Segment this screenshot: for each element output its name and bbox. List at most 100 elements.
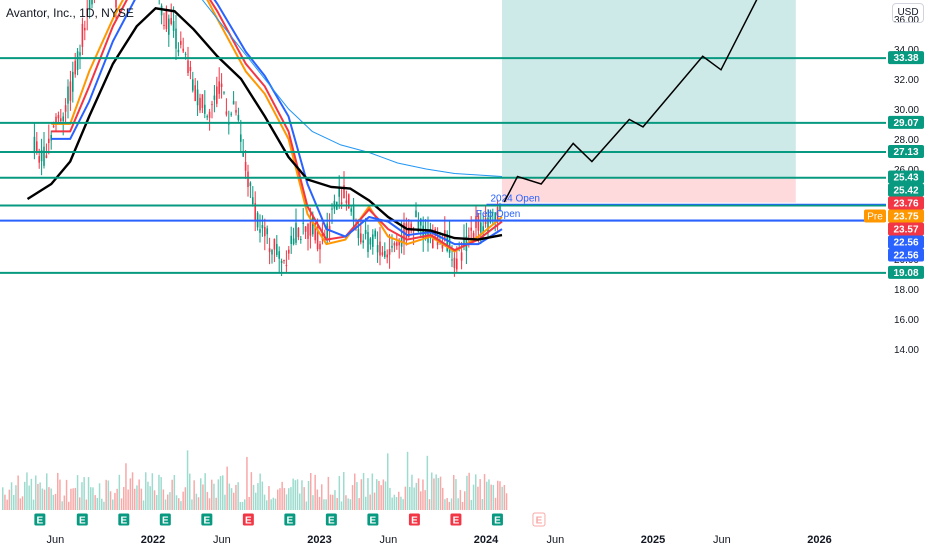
volume-bar [468,472,470,510]
volume-bar [48,487,50,510]
candle-body [360,233,362,243]
volume-bar [343,472,345,510]
candle-body [398,240,400,246]
candle-body [314,222,316,241]
volume-bar [15,485,17,510]
candle-body [86,8,88,17]
time-tick-label: Jun [213,534,231,546]
axis-price-tag: Pre 23.75 [864,209,924,223]
volume-bar [35,475,37,510]
earnings-label: E [203,516,210,527]
time-tick-label: Jun [546,534,564,546]
price-tag-bg [888,183,924,197]
moving-average-3 [51,0,503,246]
volume-bar [395,496,398,510]
candle-body [170,17,172,24]
candle-body [362,240,364,243]
volume-bar [501,486,503,510]
volume-bar [92,487,94,510]
moving-average-5 [201,0,503,177]
candle-body [446,234,448,251]
volume-bar [378,480,380,510]
volume-bar [32,499,35,510]
volume-bar [10,482,13,510]
volume-bar [351,485,354,510]
volume-bar [334,490,336,510]
earnings-icon [449,512,463,527]
currency-button[interactable]: USD [892,3,924,23]
earnings-icon [407,512,421,527]
volume-bar [358,498,360,510]
volume-bar [61,501,63,510]
earnings-label: E [328,516,335,527]
volume-bar [136,485,138,510]
price-tag-label: 33.38 [893,53,918,64]
candle-body [338,188,340,197]
candle-body [254,203,256,221]
volume-bar [505,493,508,510]
candle-body [163,24,165,26]
stop-zone [501,177,796,203]
volume-bar [109,491,112,510]
volume-bar [162,489,165,510]
volume-bar [503,485,506,510]
volume-bar [367,478,369,510]
candle-body [216,86,218,104]
volume-bar [472,484,475,510]
candle-body [302,222,304,224]
volume-bar [149,486,151,510]
volume-bar [248,496,250,510]
volume-bar [175,495,178,510]
volume-bar [406,451,409,510]
volume-bar [303,487,305,510]
volume-bar [72,488,74,510]
volume-bar [158,474,160,510]
axis-price-tag: 23.76 [888,196,924,210]
volume-bar [79,497,81,510]
time-tick-label: Jun [713,534,731,546]
candle-body [52,125,55,128]
candle-body [475,216,477,228]
candle-body [369,238,372,245]
candle-body [177,49,180,53]
candle-body [33,136,36,154]
candle-body [417,221,420,232]
volume-bars [2,450,508,510]
volume-bar [417,478,420,510]
candle-body [376,245,379,253]
axis-price-tag: 19.08 [888,265,924,279]
volume-bar [147,481,149,510]
volume-bar [237,482,239,510]
volume-bar [81,482,83,510]
volume-bar [219,476,222,510]
candle-body [494,212,496,224]
volume-bar [151,473,154,510]
volume-bar [274,498,277,510]
candle-body [189,66,192,72]
volume-bar [380,485,382,510]
candle-body [319,243,321,250]
time-tick-label: Jun [380,534,398,546]
volume-bar [173,474,176,510]
candle-body [405,223,408,238]
candle-body [237,115,240,121]
open-level-label: Feb Open [476,209,520,220]
candle-body [240,134,242,142]
volume-bar [384,481,387,510]
candle-body [290,235,292,245]
volume-bar [455,479,457,510]
volume-bar [466,475,468,510]
price-tick-label: 36.00 [894,15,919,26]
candle-body [480,222,482,233]
volume-bar [164,499,167,510]
candle-body [235,109,237,113]
volume-bar [4,494,6,510]
volume-bar [263,494,266,510]
candle-body [372,234,374,247]
volume-bar [107,480,110,510]
candle-body [43,146,45,166]
candle-body [187,60,189,74]
earnings-icon [490,512,504,527]
price-tick-label: 18.00 [894,285,919,296]
